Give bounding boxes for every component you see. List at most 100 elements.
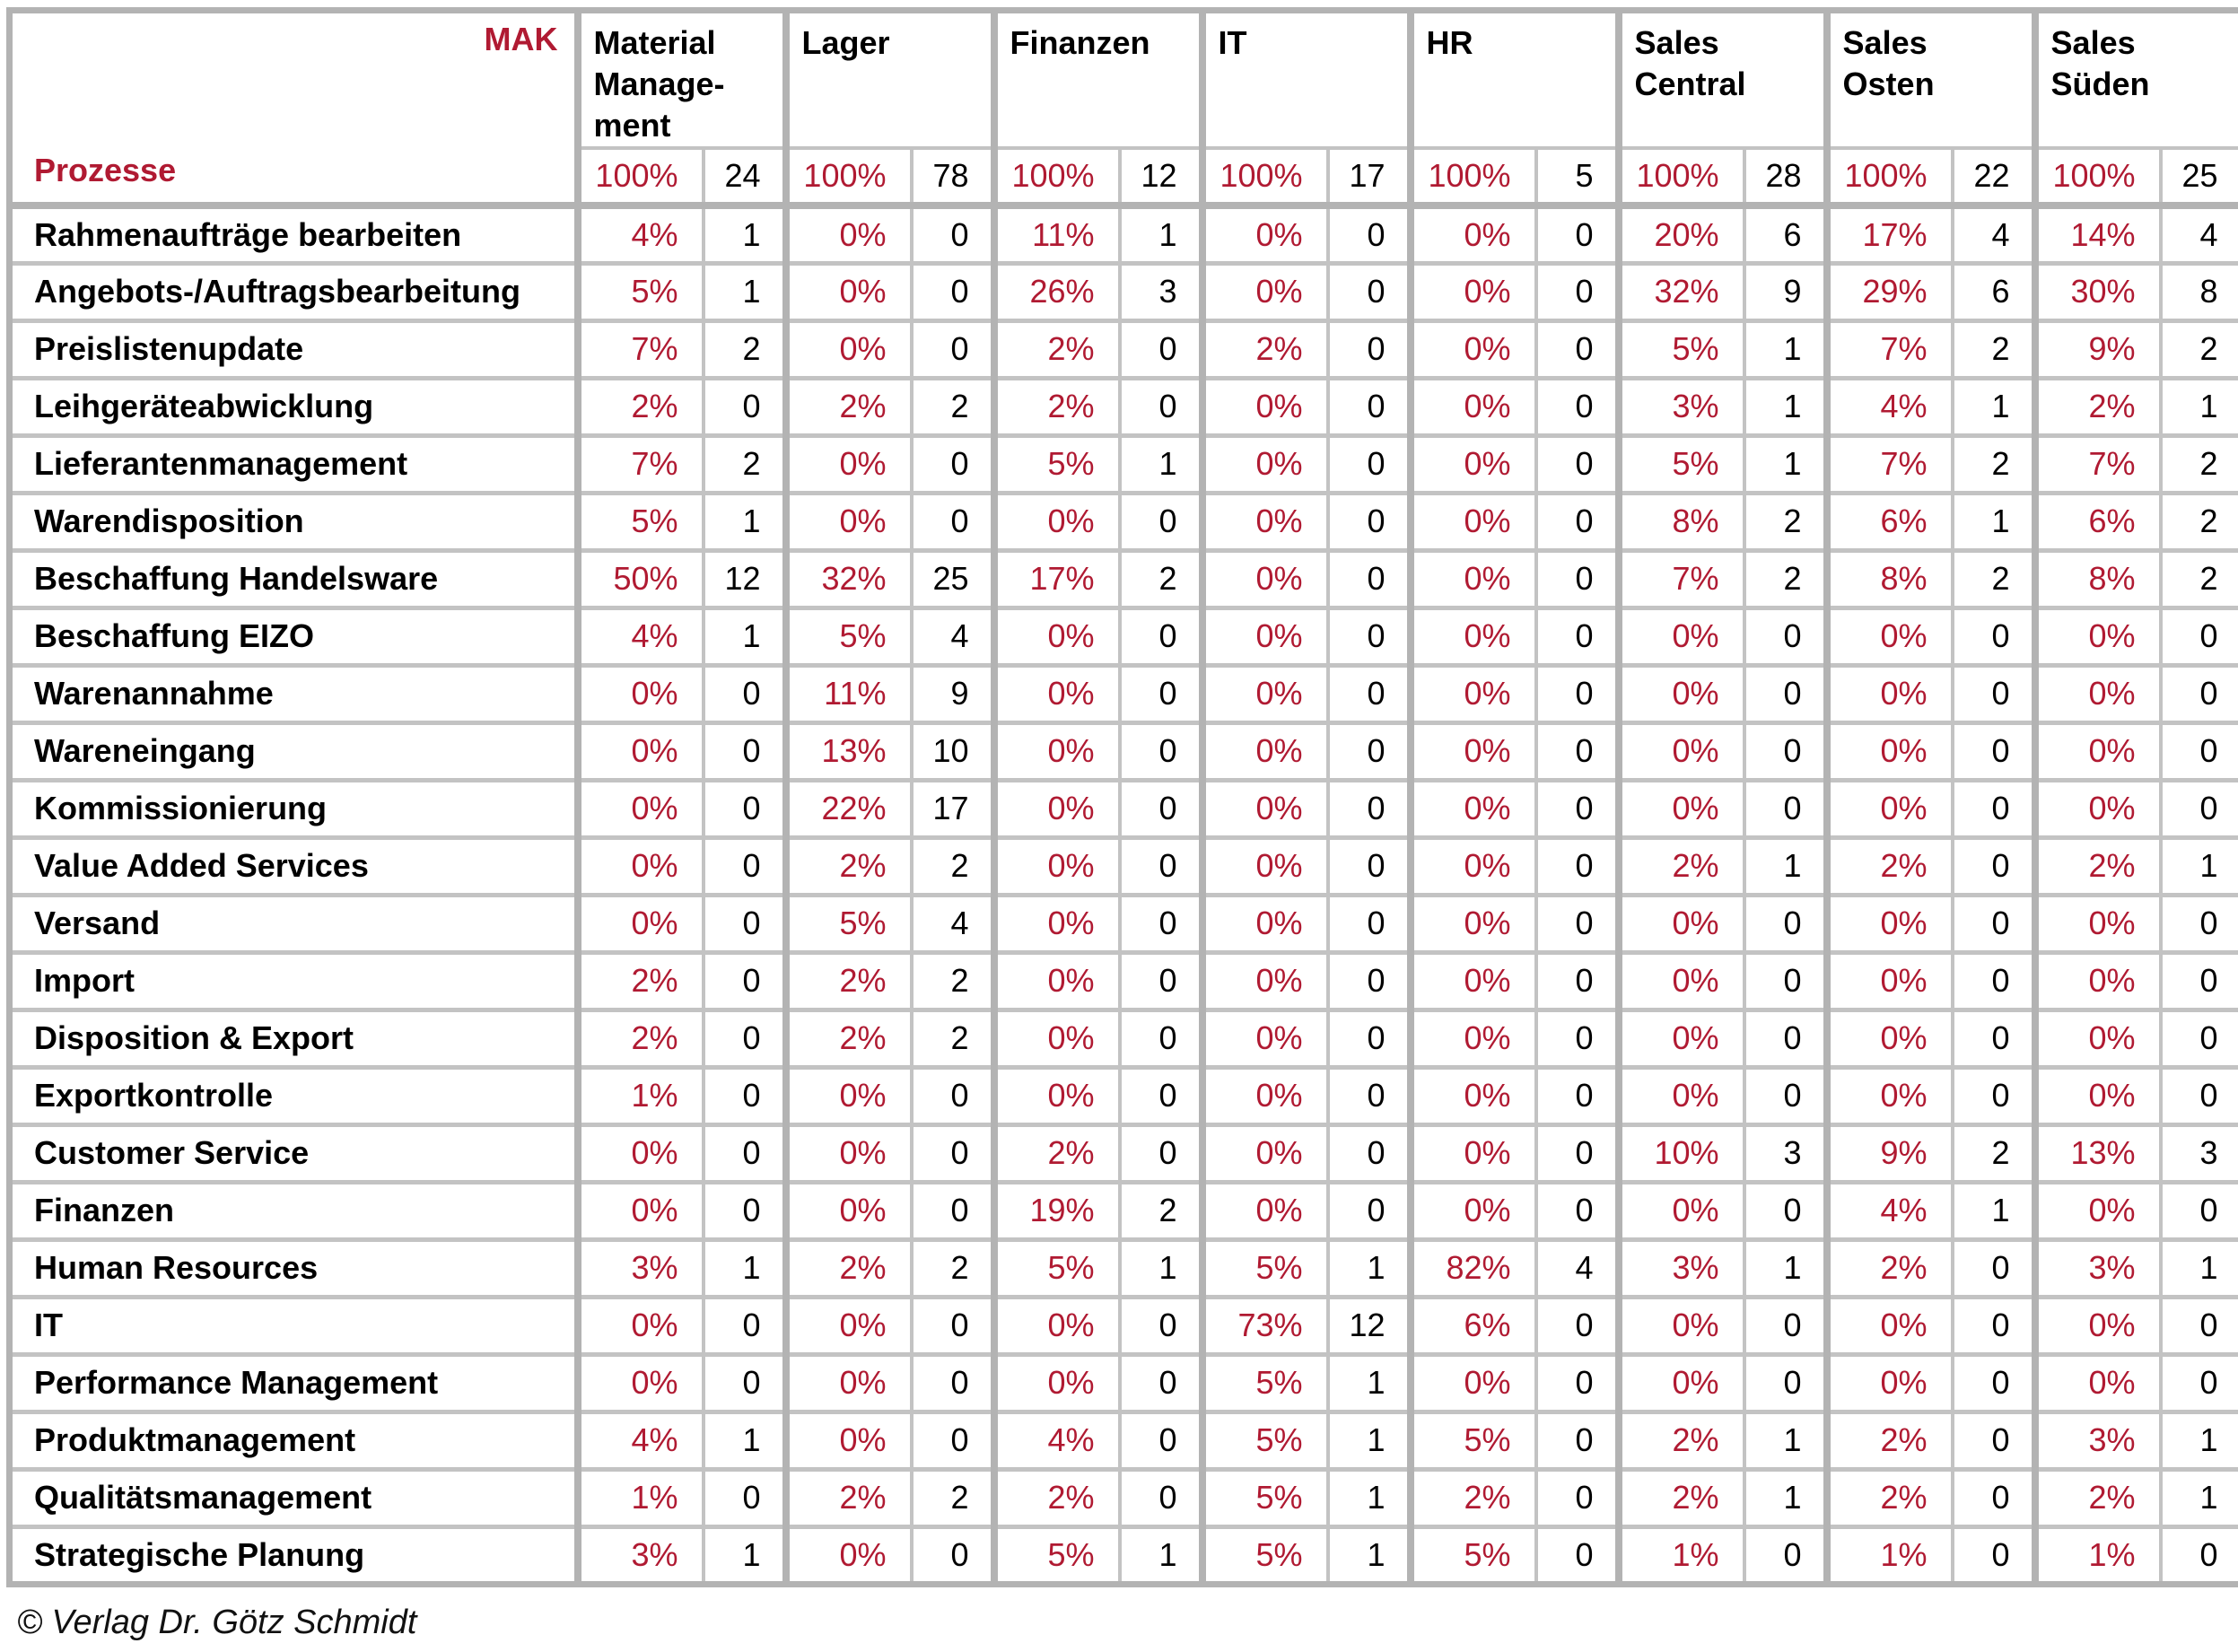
table-row: Leihgeräteabwicklung 2% 0 2% 2 2% 0 0% 0 0% 0 3% 1 4%…	[9, 378, 2238, 438]
count-cell: 0	[1535, 263, 1622, 323]
count-cell: 0	[1744, 1182, 1831, 1242]
count-cell: 1	[1119, 1526, 1206, 1586]
pct-cell: 5%	[1202, 1526, 1330, 1586]
process-label: Versand	[9, 895, 581, 955]
pct-cell: 0%	[1410, 550, 1538, 610]
pct-cell: 2%	[993, 378, 1122, 438]
pct-cell: 0%	[993, 722, 1122, 782]
pct-cell: 13%	[2034, 1124, 2163, 1184]
pct-cell: 14%	[2034, 205, 2163, 266]
count-cell: 0	[1327, 1010, 1414, 1070]
count-cell: 0	[2160, 780, 2238, 840]
pct-cell: 0%	[993, 607, 1122, 668]
pct-cell: 17%	[1826, 205, 1954, 266]
pct-cell: 20%	[1618, 205, 1746, 266]
count-cell: 1	[1327, 1469, 1414, 1529]
pct-cell: 0%	[1202, 895, 1330, 955]
count-cell: 1	[1119, 205, 1206, 266]
table-row: Disposition & Export 2% 0 2% 2 0% 0 0% 0 0% 0 0% 0 0%…	[9, 1010, 2238, 1070]
table-row: Kommissionierung 0% 0 22% 17 0% 0 0% 0 0% 0 0% 0 0% 0 0…	[9, 780, 2238, 840]
pct-cell: 0%	[993, 780, 1122, 840]
count-cell: 0	[1535, 1412, 1622, 1472]
pct-cell: 0%	[1410, 435, 1538, 495]
pct-cell: 0%	[1202, 780, 1330, 840]
pct-cell: 2%	[2034, 1469, 2163, 1529]
pct-cell: 5%	[1618, 435, 1746, 495]
count-cell: 0	[911, 320, 998, 380]
count-cell: 0	[1119, 607, 1206, 668]
pct-cell: 5%	[1202, 1469, 1330, 1529]
pct-cell: 3%	[2034, 1239, 2163, 1299]
count-cell: 0	[2160, 1526, 2238, 1586]
pct-cell: 0%	[2034, 665, 2163, 725]
count-cell: 0	[703, 378, 790, 438]
pct-cell: 2%	[1410, 1469, 1538, 1529]
pct-cell: 22%	[785, 780, 914, 840]
pct-cell: 0%	[785, 1412, 914, 1472]
pct-cell: 0%	[1826, 607, 1954, 668]
dept-total-pct: 100%	[577, 148, 705, 210]
pct-cell: 3%	[1618, 1239, 1746, 1299]
pct-cell: 0%	[1202, 550, 1330, 610]
count-cell: 0	[1119, 665, 1206, 725]
pct-cell: 0%	[2034, 722, 2163, 782]
count-cell: 4	[911, 607, 998, 668]
table-row: Produktmanagement 4% 1 0% 0 4% 0 5% 1 5% 0 2% 1 2% 0 3%…	[9, 1412, 2238, 1472]
pct-cell: 2%	[1826, 1469, 1954, 1529]
pct-cell: 0%	[785, 493, 914, 553]
count-cell: 0	[1744, 1010, 1831, 1070]
pct-cell: 0%	[577, 1297, 705, 1357]
table-row: Beschaffung Handelsware 50% 12 32% 25 17% 2 0% 0…	[9, 550, 2238, 610]
count-cell: 0	[1952, 1010, 2039, 1070]
pct-cell: 6%	[2034, 493, 2163, 553]
count-cell: 2	[1952, 435, 2039, 495]
process-label: Angebots-/Auftragsbearbeitung	[9, 263, 581, 323]
count-cell: 0	[1535, 1010, 1622, 1070]
count-cell: 12	[703, 550, 790, 610]
count-cell: 0	[1119, 895, 1206, 955]
table-row: Qualitätsmanagement 1% 0 2% 2 2% 0 5% 1 2% 0 2% 1 2% 0…	[9, 1469, 2238, 1529]
count-cell: 0	[1327, 837, 1414, 897]
count-cell: 0	[1327, 378, 1414, 438]
header-row-departments: MAK Prozesse Material Manage- ment Lager F…	[9, 10, 2238, 210]
count-cell: 2	[2160, 435, 2238, 495]
pct-cell: 0%	[993, 1297, 1122, 1357]
process-label: Warendisposition	[9, 493, 581, 553]
pct-cell: 0%	[1826, 780, 1954, 840]
pct-cell: 5%	[785, 895, 914, 955]
pct-cell: 6%	[1410, 1297, 1538, 1357]
process-label: Preislistenupdate	[9, 320, 581, 380]
process-label: Qualitätsmanagement	[9, 1469, 581, 1529]
pct-cell: 0%	[785, 1526, 914, 1586]
count-cell: 0	[703, 837, 790, 897]
pct-cell: 0%	[1410, 1354, 1538, 1414]
count-cell: 0	[1327, 952, 1414, 1012]
count-cell: 0	[1952, 1354, 2039, 1414]
process-label: Performance Management	[9, 1354, 581, 1414]
process-label: Exportkontrolle	[9, 1067, 581, 1127]
count-cell: 2	[911, 1010, 998, 1070]
pct-cell: 2%	[1618, 1412, 1746, 1472]
dept-total-count: 5	[1535, 148, 1622, 210]
count-cell: 2	[2160, 550, 2238, 610]
pct-cell: 0%	[993, 1010, 1122, 1070]
count-cell: 0	[703, 1067, 790, 1127]
count-cell: 1	[703, 493, 790, 553]
count-cell: 1	[2160, 1412, 2238, 1472]
pct-cell: 0%	[577, 722, 705, 782]
pct-cell: 0%	[1202, 665, 1330, 725]
pct-cell: 0%	[1202, 1010, 1330, 1070]
count-cell: 0	[1535, 493, 1622, 553]
count-cell: 12	[1327, 1297, 1414, 1357]
count-cell: 10	[911, 722, 998, 782]
pct-cell: 0%	[1202, 493, 1330, 553]
count-cell: 1	[2160, 1239, 2238, 1299]
pct-cell: 0%	[1618, 1067, 1746, 1127]
process-label: Customer Service	[9, 1124, 581, 1184]
pct-cell: 26%	[993, 263, 1122, 323]
pct-cell: 0%	[1618, 952, 1746, 1012]
count-cell: 0	[2160, 1297, 2238, 1357]
count-cell: 2	[703, 320, 790, 380]
count-cell: 9	[911, 665, 998, 725]
pct-cell: 0%	[1410, 895, 1538, 955]
